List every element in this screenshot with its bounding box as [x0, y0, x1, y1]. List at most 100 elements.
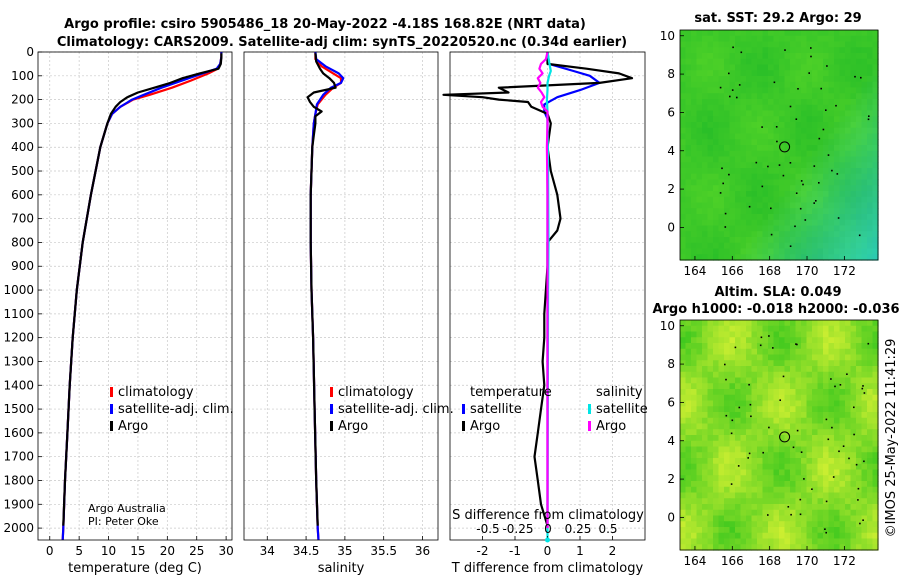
map-cell [729, 127, 736, 135]
map-cell [768, 150, 775, 158]
map-cell [757, 76, 764, 83]
map-cell [773, 237, 780, 244]
map-cell [801, 481, 808, 488]
map-cell [861, 417, 868, 425]
map-cell [724, 173, 731, 181]
map-cell [702, 93, 709, 100]
map-cell [713, 320, 720, 327]
map-cell [707, 521, 714, 528]
map-cell [685, 145, 692, 152]
map-cell [691, 331, 698, 338]
map-cell [845, 354, 852, 361]
map-cell [729, 76, 736, 83]
map-cell [867, 331, 874, 338]
map-cell [856, 191, 863, 198]
map-cell [845, 35, 852, 43]
map-cell [729, 446, 736, 453]
map-cell [861, 343, 868, 350]
map-cell [828, 47, 835, 54]
map-cell [768, 486, 775, 494]
map-cell [680, 544, 687, 551]
map-cell [773, 452, 780, 459]
map-cell [790, 498, 797, 505]
map-cell [696, 320, 703, 327]
map-cell [795, 254, 802, 261]
map-cell [779, 53, 786, 60]
map-cell [779, 452, 786, 459]
map-cell [828, 173, 835, 181]
map-cell [867, 219, 874, 227]
map-cell [702, 110, 709, 117]
map-cell [828, 145, 835, 152]
map-cell [784, 475, 791, 482]
map-cell [751, 254, 758, 261]
map-cell [801, 325, 808, 333]
map-cell [757, 122, 764, 129]
map-cell [784, 225, 791, 232]
map-cell [702, 417, 709, 425]
map-cell [746, 463, 753, 471]
map-cell [828, 389, 835, 396]
map-cell [779, 150, 786, 158]
map-cell [707, 463, 714, 471]
map-cell [784, 383, 791, 390]
island-dot [834, 385, 836, 388]
map-cell [680, 196, 687, 204]
title-line-2: Climatology: CARS2009. Satellite-adj cli… [57, 35, 627, 50]
map-cell [707, 219, 714, 227]
map-cell [773, 325, 780, 333]
map-cell [817, 179, 824, 186]
map-cell [768, 242, 775, 250]
map-cell [740, 116, 747, 123]
map-cell [702, 191, 709, 198]
map-cell [817, 104, 824, 112]
map-cell [735, 481, 742, 488]
map-cell [735, 343, 742, 350]
map-cell [685, 41, 692, 48]
map-cell [823, 417, 830, 425]
map-cell [696, 394, 703, 402]
map-cell [872, 481, 879, 488]
map-cell [751, 406, 758, 413]
map-cell [702, 64, 709, 71]
map-cell [691, 492, 698, 499]
map-cell [691, 417, 698, 425]
map-cell [856, 354, 863, 361]
map-cell [845, 458, 852, 465]
map-cell [872, 156, 879, 163]
map-cell [812, 64, 819, 71]
map-cell [685, 435, 692, 442]
map-cell [680, 237, 687, 244]
map-cell [828, 406, 835, 413]
map-cell [713, 248, 720, 255]
map-cell [696, 87, 703, 94]
map-cell [790, 202, 797, 209]
map-cell [691, 469, 698, 476]
island-dot [775, 126, 778, 128]
map-cell [801, 53, 808, 60]
map-cell [872, 452, 879, 459]
map-cell [735, 231, 742, 238]
map-cell [757, 469, 764, 476]
map-cell [707, 179, 714, 186]
map-cell [757, 331, 764, 338]
map-cell [768, 452, 775, 459]
map-cell [691, 41, 698, 48]
map-cell [795, 423, 802, 430]
map-cell [817, 498, 824, 505]
map-cell [795, 185, 802, 192]
map-cell [702, 521, 709, 528]
map-cell [801, 208, 808, 215]
map-cell [790, 139, 797, 146]
map-cell [784, 150, 791, 158]
x-tick-label: 1 [576, 544, 584, 558]
map-cell [817, 481, 824, 488]
island-dot [795, 192, 798, 194]
map-cell [685, 139, 692, 146]
map-cell [762, 320, 769, 327]
island-dot [832, 476, 835, 478]
map-cell [823, 248, 830, 255]
island-dot [799, 207, 802, 210]
map-cell [713, 81, 720, 89]
map-cell [773, 225, 780, 232]
